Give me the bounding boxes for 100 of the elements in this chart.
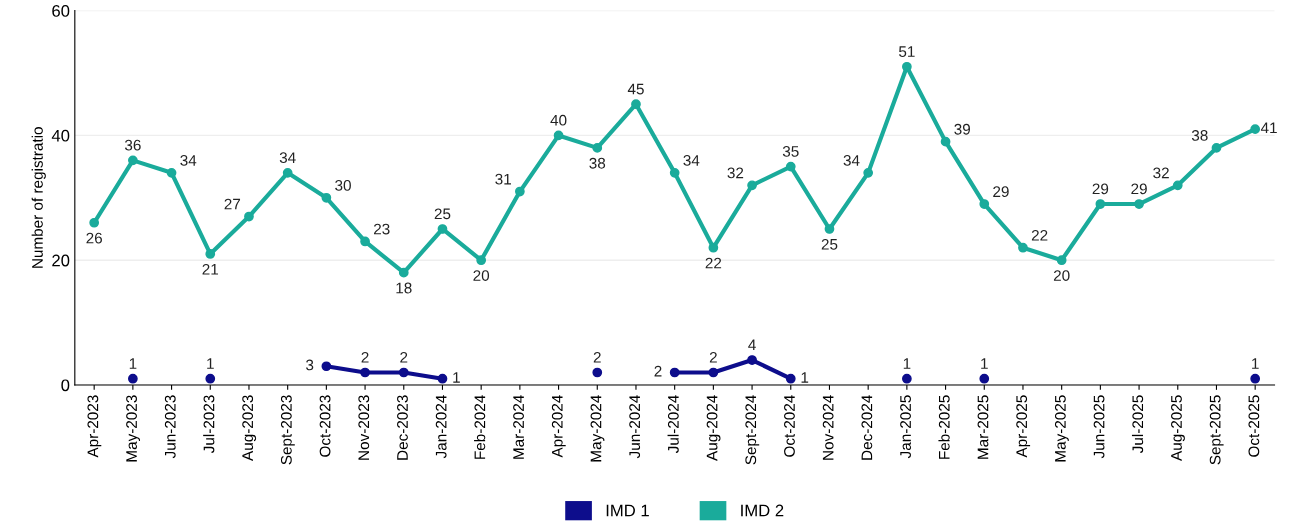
data-label: 23 <box>374 223 390 235</box>
y-tick-label: 40 <box>51 129 70 142</box>
point <box>669 167 680 178</box>
x-tick-label: Jul-2024 <box>667 395 679 454</box>
data-label: 2 <box>654 365 662 377</box>
x-tick-label: Apr-2024 <box>551 395 566 458</box>
data-label: 2 <box>593 351 601 363</box>
point <box>128 155 138 166</box>
point <box>669 367 680 378</box>
point <box>1134 199 1144 209</box>
point <box>360 236 370 247</box>
x-tick-label: Oct-2023 <box>319 395 331 457</box>
x-tick-label: Sept-2025 <box>1209 395 1224 465</box>
data-label: 29 <box>993 186 1009 198</box>
point <box>360 367 370 378</box>
data-label: 51 <box>898 46 915 57</box>
x-tick-label: Aug-2024 <box>706 395 721 461</box>
data-label: 36 <box>124 139 141 151</box>
point <box>166 167 177 178</box>
data-label: 41 <box>1260 122 1277 134</box>
x-tick-label: Apr-2023 <box>87 395 102 458</box>
point <box>128 373 138 384</box>
data-label: 34 <box>843 155 860 166</box>
x-tick-label: Nov-2023 <box>358 395 370 460</box>
point <box>1250 373 1261 384</box>
point <box>1095 199 1106 209</box>
data-label: 25 <box>821 238 838 250</box>
x-tick-label: Aug-2025 <box>1171 395 1185 461</box>
point <box>785 161 796 172</box>
x-tick-label: Apr-2025 <box>1016 395 1031 458</box>
data-label: 2 <box>361 351 369 363</box>
data-label: 45 <box>627 83 644 95</box>
x-tick-label: May-2023 <box>126 395 140 462</box>
point <box>398 267 409 278</box>
x-tick-label: Jul-2023 <box>203 395 215 454</box>
legend-label: IMD 2 <box>741 504 784 517</box>
point <box>437 224 448 234</box>
point <box>902 61 912 72</box>
x-tick-label: Sept-2024 <box>745 395 760 465</box>
point <box>205 373 216 384</box>
x-tick-label: May-2025 <box>1054 395 1069 462</box>
data-label: 1 <box>129 358 137 369</box>
data-label: 38 <box>1191 130 1208 141</box>
x-tick-label: Aug-2023 <box>242 395 257 461</box>
x-tick-label: Jun-2024 <box>629 395 641 459</box>
point <box>321 192 332 203</box>
data-label: 26 <box>86 232 102 244</box>
x-tick-label: Jun-2025 <box>1093 395 1105 459</box>
data-label: 20 <box>1053 270 1070 281</box>
point <box>476 255 487 266</box>
data-label: 2 <box>709 351 717 363</box>
point <box>902 373 912 384</box>
data-label: 3 <box>306 359 314 371</box>
point <box>747 180 757 191</box>
y-tick-label: 0 <box>61 379 70 392</box>
y-tick-label: 60 <box>52 5 70 17</box>
y-axis-title: Number of registratio <box>31 127 46 268</box>
data-label: 25 <box>434 208 451 220</box>
point <box>1018 242 1028 253</box>
point <box>1211 143 1222 153</box>
x-tick-label: May-2024 <box>590 395 605 462</box>
data-label: 1 <box>1252 358 1259 369</box>
data-label: 29 <box>1092 183 1109 195</box>
data-label: 22 <box>1031 229 1048 241</box>
x-tick-label: Dec-2023 <box>397 395 408 460</box>
data-label: 22 <box>705 257 722 269</box>
x-tick-label: Oct-2024 <box>784 395 795 457</box>
data-label: 31 <box>495 173 511 185</box>
data-label: 1 <box>207 358 214 369</box>
point <box>1250 124 1261 135</box>
data-label: 32 <box>727 167 744 179</box>
point <box>282 167 293 178</box>
data-label: 1 <box>801 372 809 383</box>
point <box>979 373 990 384</box>
point <box>747 355 757 365</box>
x-tick-label: Nov-2024 <box>822 395 834 460</box>
data-label: 32 <box>1153 167 1169 179</box>
point <box>863 167 874 178</box>
x-tick-label: Jun-2023 <box>164 395 176 459</box>
point <box>940 136 951 147</box>
point <box>979 199 990 209</box>
data-label: 1 <box>903 358 911 369</box>
x-tick-label: Feb-2024 <box>474 395 486 459</box>
point <box>708 367 719 378</box>
point <box>631 99 641 110</box>
point <box>1172 180 1183 191</box>
data-label: 29 <box>1131 183 1147 195</box>
point <box>437 373 448 384</box>
x-tick-label: Oct-2025 <box>1248 395 1260 457</box>
point <box>592 143 603 153</box>
point <box>515 186 525 197</box>
x-tick-label: Dec-2024 <box>861 395 873 460</box>
x-tick-label: Sept-2023 <box>280 395 295 465</box>
data-label: 40 <box>550 114 567 126</box>
data-label: 2 <box>400 351 408 363</box>
data-label: 34 <box>279 152 296 164</box>
x-tick-label: Mar-2024 <box>513 395 524 459</box>
data-label: 20 <box>473 270 490 281</box>
data-label: 18 <box>396 282 412 294</box>
point <box>244 211 254 222</box>
